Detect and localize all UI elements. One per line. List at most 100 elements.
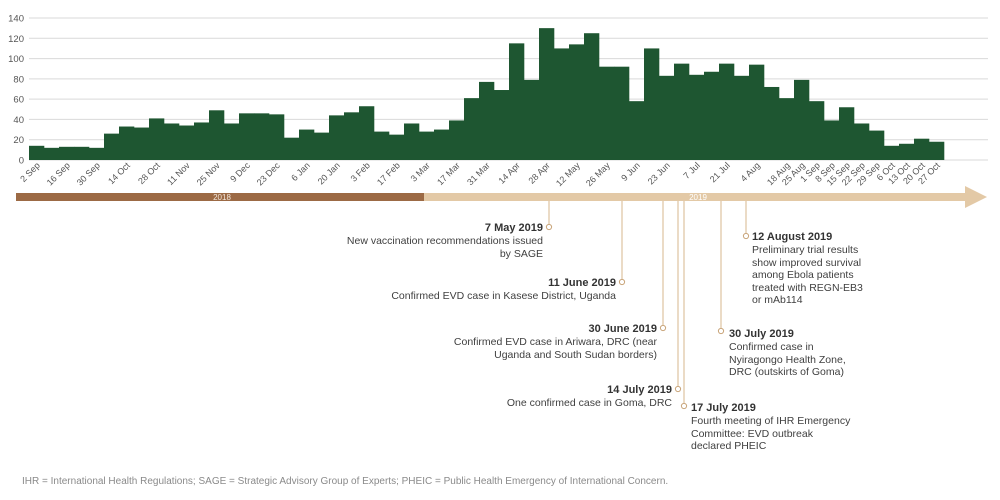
x-tick-label: 23 Jun [646, 160, 672, 186]
bar [329, 115, 345, 160]
y-axis-ticks: 0 20 40 60 80 100 120 140 [8, 14, 24, 167]
bar [524, 79, 540, 160]
x-tick-label: 3 Mar [409, 160, 432, 183]
y-tick-label: 100 [8, 54, 24, 65]
bar [539, 28, 555, 161]
x-tick-label: 16 Sep [45, 160, 72, 187]
annotation-date: 12 August 2019 [752, 231, 833, 243]
bar [224, 123, 240, 160]
annotation-pheic: 17 July 2019 Fourth meeting of IHR Emerg… [691, 401, 851, 453]
bar [824, 120, 840, 160]
annotation-text: Confirmed EVD case in Kasese District, U… [391, 290, 616, 302]
annotation-text: Confirmed case in Nyiragongo Health Zone… [729, 341, 846, 379]
bar [344, 112, 360, 160]
annotation-text: One confirmed case in Goma, DRC [506, 397, 672, 409]
bar [644, 48, 660, 160]
x-tick-label: 14 Oct [106, 160, 132, 186]
annotation-date: 11 June 2019 [548, 277, 616, 289]
y-tick-label: 120 [8, 34, 24, 45]
x-tick-label: 9 Jun [619, 160, 642, 183]
bar [794, 79, 810, 160]
bar [239, 113, 255, 160]
bar [494, 90, 510, 160]
timeline-2019-label: 2019 [689, 193, 707, 202]
x-tick-label: 20 Jan [316, 160, 342, 186]
annotation-date: 17 July 2019 [691, 402, 756, 414]
annotation-kasese: 11 June 2019 Confirmed EVD case in Kases… [316, 276, 616, 303]
timeline-arrowhead [965, 186, 987, 208]
annotation-date: 30 July 2019 [729, 328, 794, 340]
bar [464, 98, 480, 160]
bar [179, 125, 195, 160]
bar [89, 147, 105, 160]
bar [254, 113, 270, 160]
annotation-nyiragongo: 30 July 2019 Confirmed case in Nyiragong… [729, 327, 859, 379]
bar [29, 145, 45, 160]
bar [659, 75, 675, 160]
annotation-date: 7 May 2019 [484, 222, 543, 234]
bar [854, 123, 870, 160]
x-tick-label: 3 Feb [349, 160, 372, 183]
bar [134, 127, 150, 160]
bar [629, 101, 645, 160]
x-tick-label: 26 May [584, 160, 612, 188]
annotation-marker [717, 327, 725, 335]
bar [59, 146, 75, 160]
timeline-2019-segment [424, 193, 965, 201]
annotation-text: Preliminary trial results show improved … [752, 244, 863, 307]
annotation-marker [659, 324, 667, 332]
annotation-ariwara: 30 June 2019 Confirmed EVD case in Ariwa… [437, 322, 657, 361]
bar [299, 129, 315, 160]
bar [914, 138, 930, 160]
bar [404, 123, 420, 160]
x-tick-label: 31 Mar [465, 160, 492, 187]
bar [599, 66, 615, 160]
annotation-text: Confirmed EVD case in Ariwara, DRC (near… [453, 336, 657, 361]
bar [734, 75, 750, 160]
annotation-marker [742, 232, 750, 240]
bar [104, 133, 120, 160]
x-tick-label: 14 Apr [496, 160, 521, 185]
x-tick-label: 28 Oct [136, 160, 162, 186]
x-tick-label: 9 Dec [228, 160, 252, 184]
bar [479, 81, 495, 160]
bar [164, 123, 180, 160]
bar [434, 129, 450, 160]
timeline-2018-label: 2018 [213, 193, 231, 202]
bar [284, 137, 300, 160]
y-tick-label: 0 [19, 156, 24, 167]
annotation-sage: 7 May 2019 New vaccination recommendatio… [343, 221, 543, 260]
bar [689, 74, 705, 160]
bar [149, 118, 165, 160]
x-tick-label: 30 Sep [75, 160, 102, 187]
x-tick-label: 17 Mar [435, 160, 462, 187]
bar [614, 66, 630, 160]
bar [44, 147, 60, 160]
bar [719, 63, 735, 161]
bar [269, 114, 285, 160]
bar [569, 44, 585, 160]
annotation-marker [680, 402, 688, 410]
bar [119, 126, 135, 160]
bar [809, 101, 825, 160]
x-tick-label: 21 Jul [708, 160, 732, 184]
footnote: IHR = International Health Regulations; … [22, 476, 669, 487]
x-tick-label: 4 Aug [739, 160, 762, 183]
bar [509, 43, 525, 160]
annotation-regn: 12 August 2019 Preliminary trial results… [752, 230, 867, 307]
annotation-goma: 14 July 2019 One confirmed case in Goma,… [452, 383, 672, 410]
x-tick-label: 23 Dec [255, 160, 283, 188]
y-tick-label: 60 [13, 95, 24, 106]
timeline-2018-segment [16, 193, 424, 201]
y-tick-label: 40 [13, 115, 24, 126]
annotation-date: 14 July 2019 [607, 384, 672, 396]
bars [29, 28, 945, 161]
bar [899, 143, 915, 160]
bar [209, 110, 225, 160]
bar [674, 63, 690, 161]
x-tick-label: 11 Nov [165, 160, 192, 187]
y-tick-label: 80 [13, 74, 24, 85]
bar [314, 132, 330, 160]
bar [839, 107, 855, 160]
